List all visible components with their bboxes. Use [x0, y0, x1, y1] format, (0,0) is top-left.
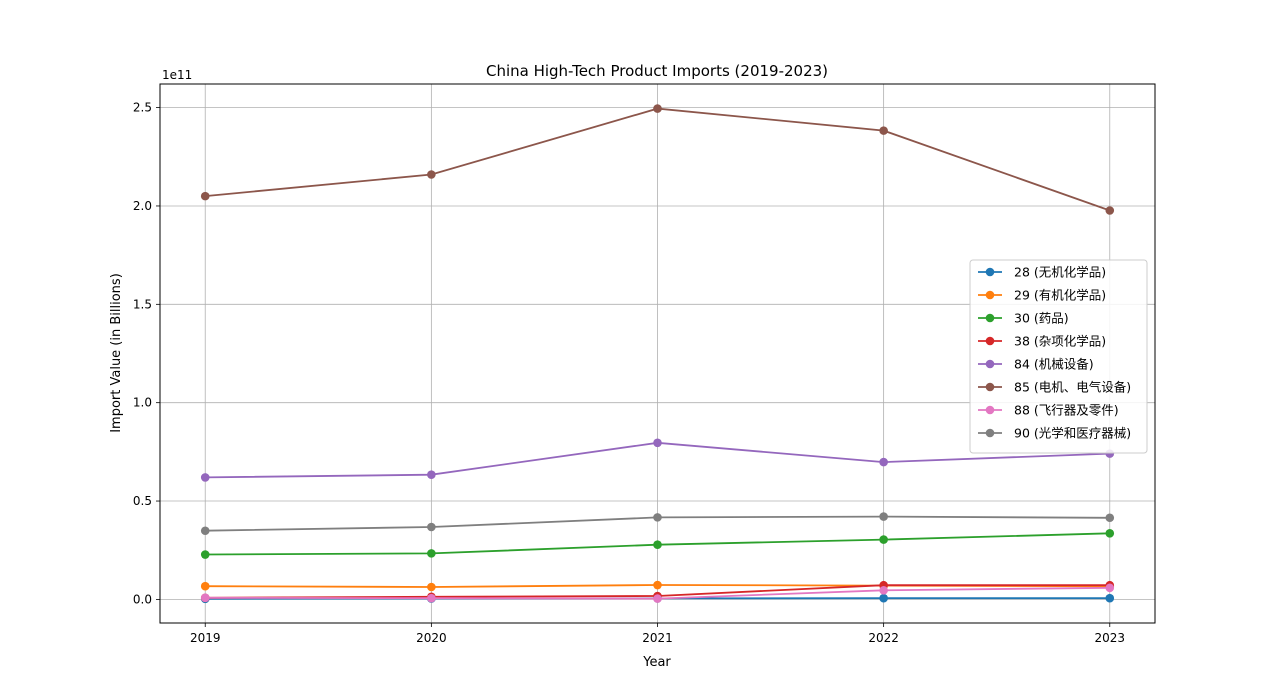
data-point: [879, 457, 888, 467]
legend: 28 (无机化学品) 29 (有机化学品) 30 (药品) 38 (杂项化学品) 84 …: [969, 259, 1148, 454]
series: [200, 512, 1115, 536]
data-point: [1105, 513, 1115, 523]
data-point: [653, 580, 662, 590]
legend-marker: [985, 382, 995, 392]
data-point: [427, 170, 436, 179]
data-point: [200, 593, 210, 603]
legend-label: 88 (飞行器及零件): [1014, 403, 1119, 418]
y-tick-label: 0.5: [133, 494, 152, 508]
x-tick-label: 2019: [190, 631, 221, 645]
data-point: [653, 104, 662, 113]
legend-item: 38 (杂项化学品): [978, 334, 1106, 349]
data-point: [879, 586, 888, 595]
data-point: [427, 470, 436, 479]
chart-title: China High-Tech Product Imports (2019-20…: [486, 62, 828, 80]
legend-item: 90 (光学和医疗器械): [978, 426, 1131, 441]
legend-marker: [985, 313, 995, 323]
data-point: [653, 540, 662, 550]
data-point: [879, 126, 888, 135]
x-axis-ticks: 2019 2020 2021 2022 2023: [190, 623, 1125, 645]
legend-marker: [985, 428, 995, 438]
data-point: [1105, 593, 1115, 603]
data-point: [1105, 206, 1115, 215]
legend-marker: [985, 336, 995, 346]
y-tick-label: 1.0: [133, 396, 152, 410]
data-point: [653, 513, 662, 522]
legend-item: 84 (机械设备): [978, 357, 1094, 372]
data-point: [200, 550, 210, 559]
series: [200, 583, 1115, 603]
legend-item: 88 (飞行器及零件): [978, 403, 1119, 418]
legend-marker: [985, 405, 995, 415]
legend-label: 28 (无机化学品): [1014, 265, 1106, 280]
legend-label: 29 (有机化学品): [1014, 288, 1106, 303]
data-point: [427, 593, 436, 603]
y-axis-offset-text: 1e11: [162, 68, 192, 82]
legend-marker: [985, 267, 995, 277]
data-point: [1105, 528, 1115, 538]
data-point: [879, 535, 888, 544]
x-tick-label: 2022: [868, 631, 899, 645]
data-point: [427, 582, 436, 592]
series: [200, 438, 1115, 482]
y-tick-label: 2.0: [133, 199, 152, 213]
data-point: [879, 512, 888, 521]
series: [200, 528, 1115, 559]
data-point: [653, 594, 662, 603]
data-point: [200, 581, 210, 591]
legend-marker: [985, 359, 995, 369]
data-point: [200, 191, 210, 201]
data-point: [1105, 583, 1115, 593]
x-axis-label: Year: [642, 655, 671, 670]
y-axis-ticks: 0.0 0.5 1.0 1.5 2.0 2.5: [133, 101, 160, 606]
y-axis-label: Import Value (in Billions): [109, 273, 124, 433]
x-tick-label: 2023: [1094, 631, 1125, 645]
legend-item: 28 (无机化学品): [978, 265, 1106, 280]
legend-item: 29 (有机化学品): [978, 288, 1106, 303]
x-tick-label: 2020: [416, 631, 447, 645]
legend-box: [969, 259, 1148, 454]
y-tick-label: 2.5: [133, 101, 152, 115]
legend-label: 38 (杂项化学品): [1014, 334, 1106, 349]
legend-label: 90 (光学和医疗器械): [1014, 426, 1131, 441]
legend-item: 85 (电机、电气设备): [978, 380, 1131, 395]
legend-item: 30 (药品): [978, 311, 1069, 326]
series-layer: [200, 104, 1115, 604]
legend-label: 30 (药品): [1014, 311, 1069, 326]
data-point: [879, 593, 888, 603]
data-point: [653, 438, 662, 448]
y-tick-label: 0.0: [133, 592, 152, 606]
data-point: [200, 526, 210, 536]
data-point: [427, 549, 436, 558]
data-point: [427, 522, 436, 532]
data-point: [200, 473, 210, 482]
legend-marker: [985, 290, 995, 300]
legend-label: 85 (电机、电气设备): [1014, 380, 1131, 395]
series: [200, 104, 1115, 215]
x-tick-label: 2021: [642, 631, 673, 645]
y-tick-label: 1.5: [133, 297, 152, 311]
legend-label: 84 (机械设备): [1014, 357, 1094, 372]
